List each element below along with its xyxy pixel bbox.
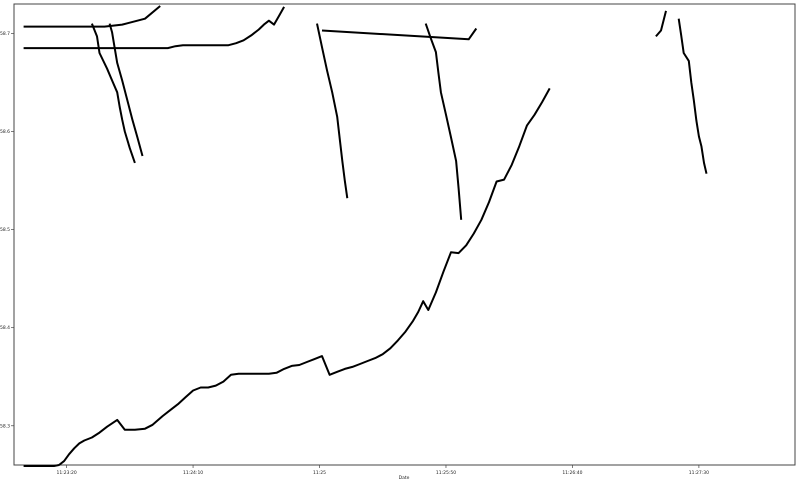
series-line-7 bbox=[321, 27, 478, 41]
x-tick-label: 11:25 bbox=[313, 470, 326, 476]
y-tick-label: 158.4 bbox=[0, 325, 10, 331]
series-line-4 bbox=[90, 23, 136, 164]
x-tick-label: 11:25:50 bbox=[436, 470, 456, 476]
y-tick-label: 158.7 bbox=[0, 31, 10, 37]
series-line-2 bbox=[23, 6, 285, 50]
x-tick-label: 11:24:10 bbox=[183, 470, 203, 476]
x-tick-label: 11:26:40 bbox=[562, 470, 582, 476]
series-line-5 bbox=[108, 23, 144, 157]
y-tick-label: 158.6 bbox=[0, 129, 10, 135]
series-line-1 bbox=[23, 87, 551, 467]
y-axis: 158.3 158.4 158.5 158.6 158.7 bbox=[0, 31, 14, 429]
y-tick-label: 158.3 bbox=[0, 423, 10, 429]
series-line-6 bbox=[316, 23, 349, 199]
series-line-8 bbox=[424, 23, 463, 220]
x-tick-label: 11:23:20 bbox=[56, 470, 76, 476]
x-axis-label: Date bbox=[399, 475, 410, 481]
x-tick-label: 11:27:30 bbox=[689, 470, 709, 476]
y-tick-label: 158.5 bbox=[0, 227, 10, 233]
series-line-9 bbox=[655, 10, 667, 38]
series-line-3 bbox=[23, 5, 161, 28]
series-layer bbox=[23, 5, 708, 467]
plot-frame bbox=[13, 3, 796, 466]
series-line-10 bbox=[677, 18, 708, 174]
x-axis: 11:23:20 11:24:10 11:25 11:25:50 11:26:40 11:… bbox=[56, 465, 709, 476]
